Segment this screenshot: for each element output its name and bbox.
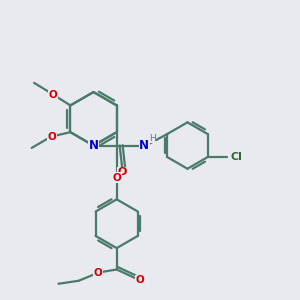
- Text: O: O: [118, 167, 127, 177]
- Text: Cl: Cl: [231, 152, 243, 162]
- Text: N: N: [88, 139, 98, 152]
- Text: O: O: [112, 173, 121, 183]
- Text: O: O: [49, 90, 58, 100]
- Text: N: N: [140, 139, 149, 152]
- Text: O: O: [47, 132, 56, 142]
- Text: O: O: [94, 268, 103, 278]
- Text: H: H: [149, 134, 156, 142]
- Text: O: O: [136, 275, 144, 285]
